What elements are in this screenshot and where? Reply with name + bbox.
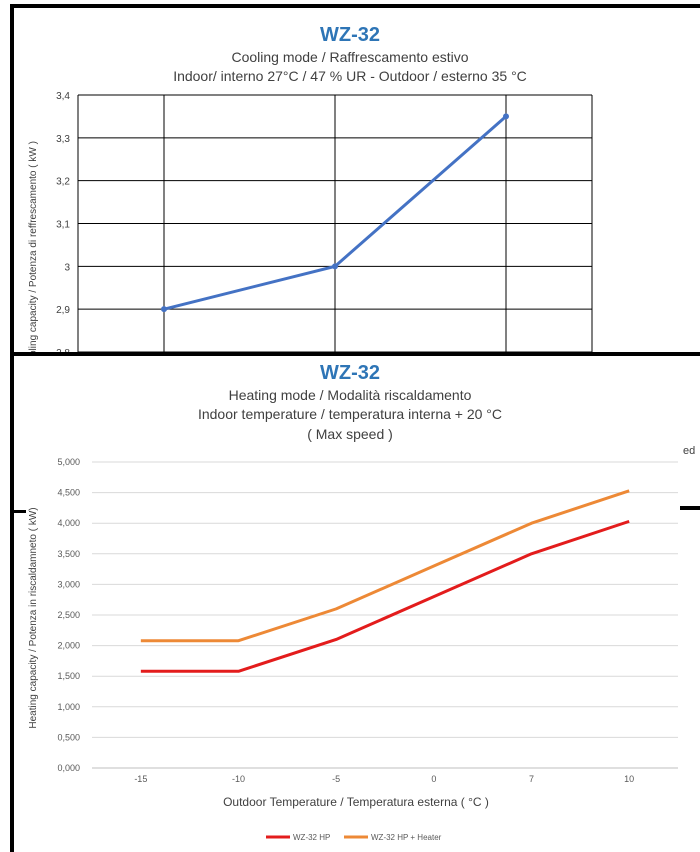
clipped-legend-text: ed: [683, 445, 696, 457]
heating-series-line-1: [140, 489, 630, 643]
cooling-data-point: [503, 113, 509, 120]
cooling-chart: 2,8 2,9 3 3,1 3,2 3,3 3,4 oling capacity / Pot…: [28, 91, 593, 352]
heating-y-tick-label: 4,000: [57, 518, 80, 528]
cooling-y-tick-label: 3,4: [56, 91, 70, 102]
heating-legend-label: WZ-32 HP + Heater: [371, 833, 442, 842]
cooling-data-point: [161, 306, 167, 313]
cooling-chart-subtitle-1: Cooling mode / Raffrescamento estivo: [231, 49, 469, 65]
heating-series: [140, 489, 630, 673]
heating-y-tick-label: 5,000: [57, 457, 80, 467]
cooling-y-tick-label: 2,8: [56, 348, 70, 352]
heating-y-tick-label: 1,500: [57, 671, 80, 681]
heating-x-tick-label: -15: [134, 774, 147, 784]
heating-legend-label: WZ-32 HP: [293, 833, 330, 842]
heating-series-line-0: [140, 519, 630, 673]
heating-x-axis-label: Outdoor Temperature / Temperatura estern…: [223, 795, 489, 809]
heating-y-ticks: 0,000 0,500 1,000 1,500 2,000 2,500 3,000 3,500…: [57, 457, 80, 773]
heating-y-axis-label: Heating capacity / Potenza in riscaldamn…: [28, 507, 39, 728]
cooling-series: [161, 113, 509, 313]
heating-chart-subtitle-3: ( Max speed ): [307, 426, 393, 442]
heating-x-tick-label: 7: [529, 774, 534, 784]
cooling-y-tick-label: 3,1: [56, 220, 70, 231]
heating-x-tick-label: 0: [431, 774, 436, 784]
cooling-chart-title: WZ-32: [320, 24, 380, 46]
frame-left-line: [10, 4, 14, 852]
cooling-data-point: [332, 263, 338, 270]
heating-x-tick-label: -5: [332, 774, 340, 784]
frame-top-line: [10, 4, 700, 8]
frame-left-stub: [10, 510, 26, 513]
heating-y-tick-label: 4,500: [57, 488, 80, 498]
cooling-y-axis-label: oling capacity / Potenza di reffrescamen…: [28, 141, 39, 352]
heating-y-tick-label: 0,500: [57, 732, 80, 742]
cooling-y-tick-label: 3,3: [56, 134, 70, 145]
heating-y-tick-label: 2,500: [57, 610, 80, 620]
frame-right-stub: [680, 506, 700, 510]
heating-y-tick-label: 2,000: [57, 641, 80, 651]
heating-x-ticks: -15 -10 -5 0 7 10: [134, 774, 634, 784]
heating-legend: WZ-32 HP WZ-32 HP + Heater: [266, 833, 442, 842]
heating-grid: [92, 461, 678, 769]
heating-y-tick-label: 3,500: [57, 549, 80, 559]
heating-y-tick-label: 3,000: [57, 579, 80, 589]
frame-divider-line: [10, 352, 700, 356]
heating-chart-title: WZ-32: [320, 362, 380, 384]
cooling-y-tick-label: 3: [64, 262, 70, 273]
heating-chart-subtitle-1: Heating mode / Modalità riscaldamento: [228, 387, 472, 403]
heating-y-tick-label: 1,000: [57, 702, 80, 712]
cooling-y-ticks: 2,8 2,9 3 3,1 3,2 3,3 3,4: [56, 91, 70, 352]
cooling-y-tick-label: 3,2: [56, 177, 70, 188]
heating-x-tick-label: 10: [624, 774, 634, 784]
heating-y-tick-label: 0,000: [57, 763, 80, 773]
heating-chart-subtitle-2: Indoor temperature / temperatura interna…: [197, 406, 503, 422]
heating-x-tick-label: -10: [232, 774, 245, 784]
cooling-chart-subtitle-2: Indoor/ interno 27°C / 47 % UR - Outdoor…: [173, 68, 527, 84]
cooling-grid: [77, 94, 593, 352]
cooling-y-tick-label: 2,9: [56, 305, 70, 316]
